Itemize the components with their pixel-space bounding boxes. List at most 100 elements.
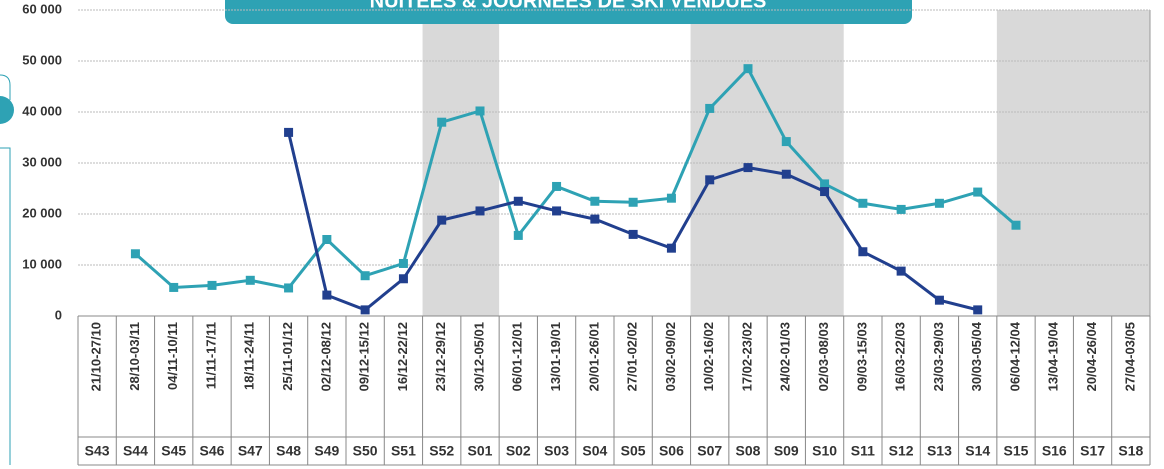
data-point bbox=[552, 181, 562, 191]
title-banner bbox=[225, 0, 912, 24]
data-point bbox=[437, 117, 447, 127]
x-tick-label: 16/12-22/12 bbox=[395, 322, 410, 391]
week-label: S51 bbox=[391, 443, 416, 459]
week-label: S18 bbox=[1118, 443, 1143, 459]
week-label: S48 bbox=[276, 443, 301, 459]
week-label: S12 bbox=[889, 443, 914, 459]
week-label: S03 bbox=[544, 443, 569, 459]
x-tick-label: 23/12-29/12 bbox=[433, 322, 448, 391]
week-label: S05 bbox=[621, 443, 646, 459]
week-label: S11 bbox=[851, 443, 875, 459]
week-label: S14 bbox=[965, 443, 990, 459]
x-tick-label: 21/10-27/10 bbox=[89, 322, 104, 391]
x-tick-label: 24/02-01/03 bbox=[778, 322, 793, 391]
week-label: S02 bbox=[506, 443, 531, 459]
data-point bbox=[820, 187, 830, 197]
data-point bbox=[360, 305, 370, 315]
data-point bbox=[934, 198, 944, 208]
data-point bbox=[705, 103, 715, 113]
data-point bbox=[207, 280, 217, 290]
x-tick-label: 18/11-24/11 bbox=[242, 322, 257, 390]
week-label: S15 bbox=[1004, 443, 1029, 459]
data-point bbox=[820, 179, 830, 189]
data-point bbox=[1011, 220, 1021, 230]
x-tick-label: 03/02-09/02 bbox=[663, 322, 678, 391]
data-point bbox=[934, 295, 944, 305]
data-point bbox=[169, 282, 179, 292]
y-tick-label: 40 000 bbox=[22, 103, 62, 118]
x-tick-label: 27/01-02/02 bbox=[625, 322, 640, 391]
week-label: S07 bbox=[697, 443, 722, 459]
data-point bbox=[858, 198, 868, 208]
data-point bbox=[666, 243, 676, 253]
data-point bbox=[590, 196, 600, 206]
week-label: S49 bbox=[314, 443, 339, 459]
data-point bbox=[781, 137, 791, 147]
week-label: S45 bbox=[161, 443, 186, 459]
data-point bbox=[973, 187, 983, 197]
data-point bbox=[284, 283, 294, 293]
data-point bbox=[513, 196, 523, 206]
x-tick-label: 06/01-12/01 bbox=[510, 322, 525, 391]
x-tick-label: 04/11-10/11 bbox=[165, 322, 180, 390]
data-point bbox=[628, 229, 638, 239]
week-label: S04 bbox=[582, 443, 607, 459]
week-label: S09 bbox=[774, 443, 799, 459]
data-point bbox=[475, 206, 485, 216]
data-point bbox=[896, 204, 906, 214]
data-point bbox=[513, 230, 523, 240]
week-label: S06 bbox=[659, 443, 684, 459]
data-point bbox=[781, 169, 791, 179]
data-point bbox=[398, 258, 408, 268]
y-tick-label: 60 000 bbox=[22, 1, 62, 16]
series-line bbox=[287, 132, 979, 312]
holiday-band bbox=[690, 10, 844, 316]
week-label: S01 bbox=[468, 443, 493, 459]
week-label: S50 bbox=[353, 443, 378, 459]
data-point bbox=[322, 290, 332, 300]
x-tick-label: 30/03-05/04 bbox=[969, 321, 984, 391]
data-point bbox=[858, 247, 868, 257]
week-label: S43 bbox=[85, 443, 110, 459]
data-point bbox=[552, 206, 562, 216]
x-tick-label: 13/01-19/01 bbox=[548, 322, 563, 391]
week-label: S16 bbox=[1042, 443, 1067, 459]
data-point bbox=[437, 215, 447, 225]
x-tick-label: 28/10-03/11 bbox=[127, 322, 142, 391]
week-label: S08 bbox=[736, 443, 761, 459]
data-point bbox=[130, 249, 140, 259]
x-tick-label: 09/12-15/12 bbox=[357, 322, 372, 391]
x-tick-label: 27/04-03/05 bbox=[1122, 322, 1137, 391]
week-label: S17 bbox=[1080, 443, 1105, 459]
data-point bbox=[398, 274, 408, 284]
decoration bbox=[0, 74, 14, 465]
y-tick-label: 30 000 bbox=[22, 154, 62, 169]
data-point bbox=[743, 163, 753, 173]
x-tick-label: 20/01-26/01 bbox=[586, 322, 601, 391]
data-point bbox=[666, 193, 676, 203]
x-tick-label: 09/03-15/03 bbox=[854, 322, 869, 391]
data-point bbox=[284, 127, 294, 137]
week-label: S44 bbox=[123, 443, 148, 459]
x-tick-label: 30/12-05/01 bbox=[471, 322, 486, 391]
data-point bbox=[705, 175, 715, 185]
x-tick-label: 13/04-19/04 bbox=[1046, 321, 1061, 391]
y-tick-label: 50 000 bbox=[22, 52, 62, 67]
data-point bbox=[360, 271, 370, 281]
x-tick-label: 11/11-17/11 bbox=[203, 322, 218, 389]
data-point bbox=[743, 64, 753, 74]
x-tick-label: 02/03-08/03 bbox=[816, 322, 831, 391]
y-tick-label: 10 000 bbox=[22, 256, 62, 271]
data-point bbox=[590, 214, 600, 224]
data-point bbox=[628, 197, 638, 207]
week-label: S47 bbox=[238, 443, 263, 459]
week-label: S10 bbox=[812, 443, 837, 459]
y-tick-label: 20 000 bbox=[22, 205, 62, 220]
data-point bbox=[896, 266, 906, 276]
holiday-band bbox=[996, 10, 1150, 316]
x-tick-label: 25/11-01/12 bbox=[280, 322, 295, 391]
x-tick-label: 02/12-08/12 bbox=[318, 322, 333, 391]
chart-title: NUITEES & JOURNEES DE SKI VENDUES bbox=[370, 0, 767, 12]
x-tick-label: 16/03-22/03 bbox=[893, 322, 908, 391]
